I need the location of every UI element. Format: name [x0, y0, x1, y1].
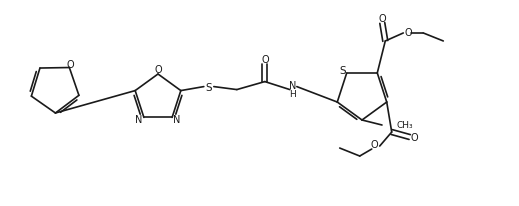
Text: H: H: [290, 90, 296, 99]
Text: S: S: [206, 82, 212, 92]
Text: CH₃: CH₃: [396, 121, 413, 130]
Text: O: O: [378, 14, 386, 24]
Text: O: O: [154, 65, 162, 75]
Text: O: O: [371, 139, 378, 149]
Text: S: S: [339, 66, 346, 76]
Text: O: O: [261, 54, 269, 64]
Text: N: N: [173, 115, 181, 125]
Text: O: O: [411, 132, 418, 142]
Text: N: N: [135, 115, 143, 125]
Text: O: O: [404, 28, 412, 38]
Text: N: N: [289, 80, 296, 90]
Text: O: O: [66, 59, 74, 69]
